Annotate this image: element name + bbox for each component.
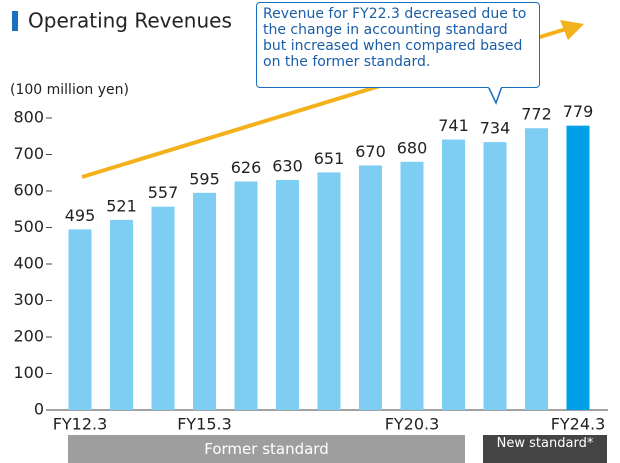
bar — [359, 165, 382, 410]
y-tick-label: 600 — [13, 181, 44, 200]
value-label: 734 — [480, 119, 511, 138]
y-tick-label: 400 — [13, 254, 44, 273]
bar — [276, 180, 299, 410]
y-tick-label: 0 — [34, 400, 44, 419]
value-label: 495 — [65, 206, 96, 225]
y-tick-label: 300 — [13, 290, 44, 309]
bar — [193, 192, 216, 410]
chart-title: Operating Revenues — [28, 9, 232, 33]
value-label: 626 — [231, 158, 262, 177]
value-label: 630 — [272, 157, 303, 176]
value-label: 557 — [148, 183, 179, 202]
annotation: Revenue for FY22.3 decreased due to the … — [256, 2, 540, 88]
bar — [151, 206, 175, 410]
value-label: 779 — [563, 102, 594, 121]
value-label: 651 — [314, 149, 345, 168]
bar — [442, 139, 465, 410]
y-tick-label: 800 — [13, 108, 44, 127]
period-band: New standard* — [483, 435, 607, 463]
x-tick-label: FY15.3 — [177, 415, 232, 434]
trend-arrowhead — [560, 20, 584, 40]
y-tick-label: 700 — [13, 144, 44, 163]
x-tick-label: FY20.3 — [385, 415, 440, 434]
bar — [400, 161, 424, 410]
note-pointer — [486, 85, 504, 105]
x-tick-label: FY12.3 — [53, 415, 108, 434]
bar — [566, 125, 590, 410]
value-label: 595 — [189, 169, 220, 188]
period-band: Former standard — [68, 435, 465, 463]
bar — [68, 229, 92, 410]
y-tick-label: 200 — [13, 327, 44, 346]
bar — [317, 172, 341, 410]
bar — [110, 219, 133, 410]
value-label: 521 — [106, 196, 137, 215]
x-tick-label: FY24.3 — [551, 415, 606, 434]
bar — [525, 128, 548, 410]
y-tick-label: 500 — [13, 217, 44, 236]
value-label: 741 — [438, 116, 469, 135]
bar — [483, 142, 507, 410]
value-label: 772 — [521, 105, 552, 124]
value-label: 680 — [397, 138, 428, 157]
bar — [234, 181, 258, 410]
y-axis-label: (100 million yen) — [10, 82, 129, 98]
title-marker — [12, 11, 18, 31]
y-tick-label: 100 — [13, 363, 44, 382]
value-label: 670 — [355, 142, 386, 161]
